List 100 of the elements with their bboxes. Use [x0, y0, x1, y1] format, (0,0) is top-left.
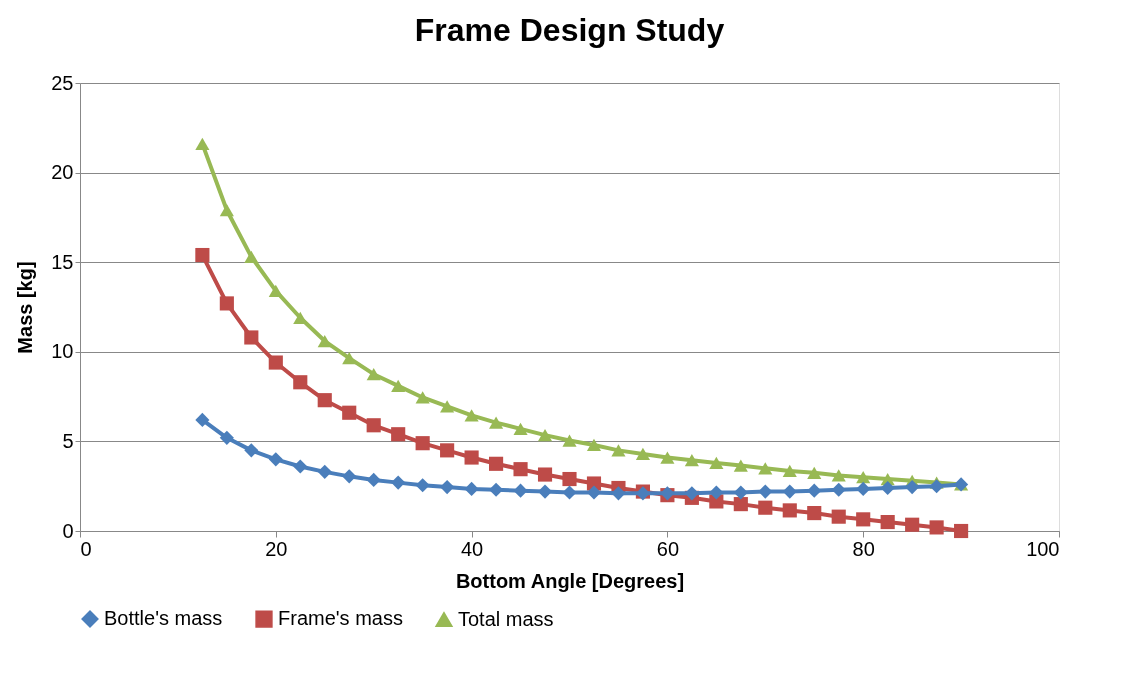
point: [440, 480, 455, 495]
point: [807, 466, 822, 479]
point: [391, 475, 406, 490]
point: [954, 523, 969, 539]
point: [635, 447, 650, 461]
point: [219, 430, 234, 445]
point: [366, 368, 381, 381]
point: [807, 506, 822, 521]
chart-title: Frame Design Study: [414, 12, 725, 48]
point: [342, 469, 357, 484]
point: [782, 503, 797, 518]
point: [831, 482, 846, 497]
y-tick-label: 25: [51, 71, 74, 94]
point: [562, 485, 577, 500]
point: [464, 481, 479, 496]
point: [489, 482, 504, 497]
point: [195, 137, 210, 151]
point: [782, 484, 797, 499]
point: [880, 480, 895, 496]
point: [244, 330, 259, 345]
point: [415, 478, 430, 493]
point: [537, 429, 553, 442]
point: [489, 456, 504, 471]
point: [440, 443, 455, 458]
point: [856, 512, 871, 527]
point: [905, 517, 920, 532]
x-tick-label: 40: [460, 537, 484, 560]
y-tick-label: 0: [62, 519, 74, 542]
point: [415, 436, 430, 451]
y-tick-label: 10: [51, 340, 74, 363]
legend-label: Bottle's mass: [104, 607, 223, 630]
point: [391, 427, 406, 442]
point: [464, 409, 479, 422]
point: [929, 479, 944, 494]
point: [758, 500, 773, 515]
legend-label: Total mass: [458, 607, 554, 630]
point: [733, 459, 748, 472]
point: [268, 284, 283, 297]
point: [586, 438, 602, 452]
x-tick-label: 0: [80, 537, 92, 560]
point: [684, 454, 699, 467]
y-tick-label: 5: [62, 429, 74, 452]
point: [758, 484, 773, 499]
point: [391, 379, 406, 392]
point: [293, 375, 308, 390]
point: [684, 486, 699, 501]
point: [856, 471, 871, 484]
legend-label: Frame's mass: [278, 607, 403, 630]
point: [513, 422, 528, 435]
point: [195, 247, 210, 263]
x-axis-title: Bottom Angle [Degrees]: [455, 569, 685, 592]
point: [464, 450, 479, 465]
point: [611, 486, 626, 501]
point: [317, 464, 332, 479]
point: [195, 412, 210, 427]
point: [440, 400, 455, 413]
point: [537, 467, 553, 482]
point: [244, 443, 259, 458]
point: [366, 472, 381, 487]
point: [733, 497, 748, 512]
point: [562, 471, 577, 487]
point: [489, 416, 504, 429]
x-tick-label: 80: [852, 537, 875, 560]
point: [929, 520, 944, 535]
point: [856, 481, 871, 496]
point: [586, 485, 602, 500]
point: [562, 434, 577, 447]
point: [415, 391, 430, 404]
point: [807, 483, 822, 498]
point: [709, 456, 724, 470]
point: [611, 444, 626, 457]
x-tick-label: 20: [265, 537, 288, 560]
point: [537, 484, 553, 499]
point: [219, 204, 234, 217]
point: [880, 514, 895, 530]
point: [268, 452, 283, 467]
point: [219, 296, 234, 311]
point: [831, 509, 846, 524]
y-tick-label: 20: [51, 161, 74, 184]
point: [342, 351, 357, 365]
point: [513, 483, 528, 498]
y-axis-title: Mass [kg]: [14, 261, 37, 354]
point: [293, 459, 308, 474]
point: [758, 462, 773, 475]
point: [317, 393, 332, 408]
point: [660, 451, 675, 464]
point: [905, 480, 920, 495]
x-tick-label: 60: [656, 537, 680, 560]
x-tick-label: 100: [1026, 537, 1060, 560]
point: [268, 355, 283, 370]
point: [366, 418, 381, 433]
point: [244, 250, 259, 263]
point: [831, 469, 846, 482]
point: [733, 485, 748, 500]
point: [513, 462, 528, 477]
point: [342, 405, 357, 420]
y-tick-label: 15: [51, 250, 74, 273]
point: [317, 334, 332, 348]
point: [782, 464, 797, 478]
point: [709, 485, 724, 500]
